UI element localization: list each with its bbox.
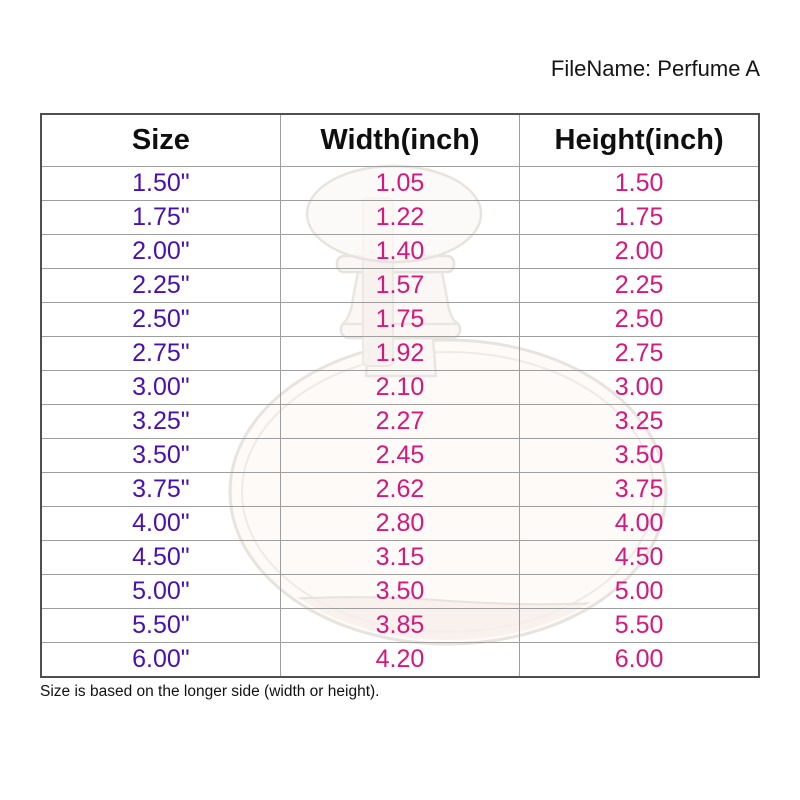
table-row: 4.50" 3.15 4.50 xyxy=(40,540,760,575)
table-row: 2.75" 1.92 2.75 xyxy=(40,336,760,371)
size-cell: 3.00" xyxy=(40,370,281,405)
table-body: 1.50" 1.05 1.50 1.75" 1.22 1.75 2.00" 1.40 2.00 2… xyxy=(40,166,760,678)
table-row: 5.00" 3.50 5.00 xyxy=(40,574,760,609)
column-header-height: Height(inch) xyxy=(519,113,760,167)
size-chart-table: Size Width(inch) Height(inch) 1.50" 1.05 1… xyxy=(40,113,760,678)
size-cell: 3.75" xyxy=(40,472,281,507)
filename-label: FileName: Perfume A xyxy=(550,56,760,81)
height-cell: 3.25 xyxy=(519,404,760,439)
header-row: Size Width(inch) Height(inch) xyxy=(40,113,760,167)
width-cell: 2.80 xyxy=(279,506,521,541)
width-cell: 1.57 xyxy=(279,268,521,303)
table-header: Size Width(inch) Height(inch) xyxy=(40,113,760,167)
height-cell: 1.75 xyxy=(519,200,760,235)
size-cell: 6.00" xyxy=(40,642,281,678)
height-cell: 3.75 xyxy=(519,472,760,507)
height-cell: 2.75 xyxy=(519,336,760,371)
height-cell: 2.25 xyxy=(519,268,760,303)
height-cell: 3.00 xyxy=(519,370,760,405)
table-row: 3.75" 2.62 3.75 xyxy=(40,472,760,507)
table-row: 5.50" 3.85 5.50 xyxy=(40,608,760,643)
height-cell: 5.00 xyxy=(519,574,760,609)
width-cell: 2.27 xyxy=(279,404,521,439)
size-note: Size is based on the longer side (width … xyxy=(40,683,380,700)
size-cell: 1.50" xyxy=(40,166,281,201)
width-cell: 3.85 xyxy=(279,608,521,643)
width-cell: 1.05 xyxy=(279,166,521,201)
size-cell: 2.75" xyxy=(40,336,281,371)
table-row: 2.25" 1.57 2.25 xyxy=(40,268,760,303)
size-cell: 4.50" xyxy=(40,540,281,575)
table-row: 3.00" 2.10 3.00 xyxy=(40,370,760,405)
width-cell: 3.50 xyxy=(279,574,521,609)
table-row: 6.00" 4.20 6.00 xyxy=(40,642,760,678)
table-row: 4.00" 2.80 4.00 xyxy=(40,506,760,541)
width-cell: 1.22 xyxy=(279,200,521,235)
table-row: 1.50" 1.05 1.50 xyxy=(40,166,760,201)
column-header-width: Width(inch) xyxy=(279,113,521,167)
width-cell: 2.10 xyxy=(279,370,521,405)
width-cell: 4.20 xyxy=(279,642,521,678)
height-cell: 1.50 xyxy=(519,166,760,201)
height-cell: 5.50 xyxy=(519,608,760,643)
size-cell: 5.00" xyxy=(40,574,281,609)
height-cell: 4.50 xyxy=(519,540,760,575)
size-cell: 4.00" xyxy=(40,506,281,541)
size-cell: 3.50" xyxy=(40,438,281,473)
size-cell: 2.50" xyxy=(40,302,281,337)
width-cell: 2.62 xyxy=(279,472,521,507)
width-cell: 3.15 xyxy=(279,540,521,575)
table-row: 2.50" 1.75 2.50 xyxy=(40,302,760,337)
table-row: 3.25" 2.27 3.25 xyxy=(40,404,760,439)
size-cell: 2.00" xyxy=(40,234,281,269)
size-cell: 5.50" xyxy=(40,608,281,643)
width-cell: 1.92 xyxy=(279,336,521,371)
height-cell: 6.00 xyxy=(519,642,760,678)
table-row: 2.00" 1.40 2.00 xyxy=(40,234,760,269)
size-cell: 1.75" xyxy=(40,200,281,235)
width-cell: 1.40 xyxy=(279,234,521,269)
size-cell: 3.25" xyxy=(40,404,281,439)
width-cell: 2.45 xyxy=(279,438,521,473)
width-cell: 1.75 xyxy=(279,302,521,337)
height-cell: 2.00 xyxy=(519,234,760,269)
table-row: 1.75" 1.22 1.75 xyxy=(40,200,760,235)
size-cell: 2.25" xyxy=(40,268,281,303)
column-header-size: Size xyxy=(40,113,281,167)
height-cell: 4.00 xyxy=(519,506,760,541)
height-cell: 3.50 xyxy=(519,438,760,473)
table-row: 3.50" 2.45 3.50 xyxy=(40,438,760,473)
height-cell: 2.50 xyxy=(519,302,760,337)
